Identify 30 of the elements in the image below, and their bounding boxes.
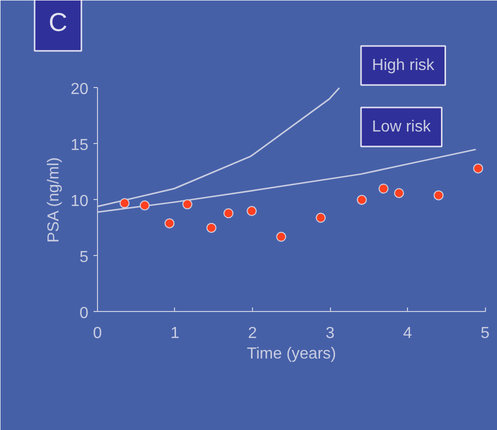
point (378, 184, 389, 194)
text: C (48, 6, 68, 37)
x-tick-label: 0 (92, 324, 102, 342)
x-tick-label: 4 (403, 324, 412, 342)
series-label: Low risk (372, 118, 432, 136)
x-tick-label: 1 (170, 324, 180, 342)
point (182, 199, 192, 210)
y-tick-label: 5 (80, 248, 89, 266)
x-tick-label: 5 (480, 324, 490, 342)
point (140, 200, 150, 210)
y-axis-title: PSA (ng/ml) (46, 157, 63, 243)
point (473, 163, 484, 174)
x-tick-label: 3 (326, 324, 335, 342)
y-tick-label: 20 (70, 80, 89, 98)
y-tick-label: 15 (70, 136, 89, 154)
text: High risk (372, 56, 436, 74)
point (246, 206, 257, 216)
y-tick-label: 0 (80, 304, 89, 322)
point (394, 188, 404, 198)
point (434, 190, 444, 200)
y-tick-label: 10 (70, 192, 89, 210)
point (120, 198, 130, 208)
point (316, 212, 326, 223)
point (164, 218, 175, 228)
point (223, 208, 234, 218)
x-axis-title: Time (years) (246, 346, 336, 362)
point (206, 222, 216, 233)
x-tick-label: 2 (248, 324, 258, 342)
point (276, 232, 286, 242)
point (356, 194, 367, 205)
